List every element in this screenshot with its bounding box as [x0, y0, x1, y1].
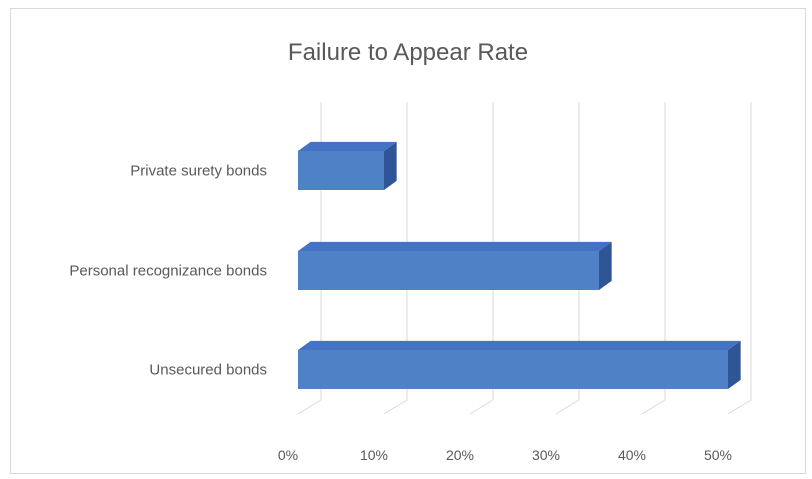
- bars: [298, 141, 741, 389]
- x-tick-label: 30%: [532, 447, 560, 463]
- chart-title: Failure to Appear Rate: [288, 39, 528, 66]
- bar-side-face: [728, 340, 741, 389]
- category-labels: Private surety bonds Personal recognizanc…: [69, 163, 267, 379]
- bar-side-face: [599, 241, 612, 290]
- bar-front-face: [298, 350, 728, 389]
- x-tick-label: 20%: [446, 447, 474, 463]
- bar-front-face: [298, 151, 384, 190]
- bar-side-face: [384, 141, 397, 190]
- bar-top-face: [298, 340, 741, 350]
- bar-front-face: [298, 251, 599, 290]
- category-label: Personal recognizance bonds: [69, 263, 267, 280]
- x-tick-label: 10%: [360, 447, 388, 463]
- bar-top-face: [298, 241, 612, 251]
- x-tick-label: 40%: [618, 447, 646, 463]
- floor-gridline: [383, 399, 408, 415]
- floor-gridline: [727, 399, 752, 415]
- bar: [298, 241, 612, 290]
- category-label: Unsecured bonds: [149, 362, 267, 379]
- x-tick-label: 50%: [704, 447, 732, 463]
- bar-top-face: [298, 141, 397, 151]
- category-label: Private surety bonds: [130, 163, 267, 180]
- bar: [298, 141, 397, 190]
- x-tick-label: 0%: [278, 447, 298, 463]
- floor-gridline: [641, 399, 666, 415]
- bar: [298, 340, 741, 389]
- floor-gridline: [297, 399, 322, 415]
- floor-gridline: [555, 399, 580, 415]
- floor-gridline: [469, 399, 494, 415]
- chart-frame: [10, 8, 806, 474]
- x-axis-tick-labels: 0% 10% 20% 30% 40% 50%: [278, 447, 732, 463]
